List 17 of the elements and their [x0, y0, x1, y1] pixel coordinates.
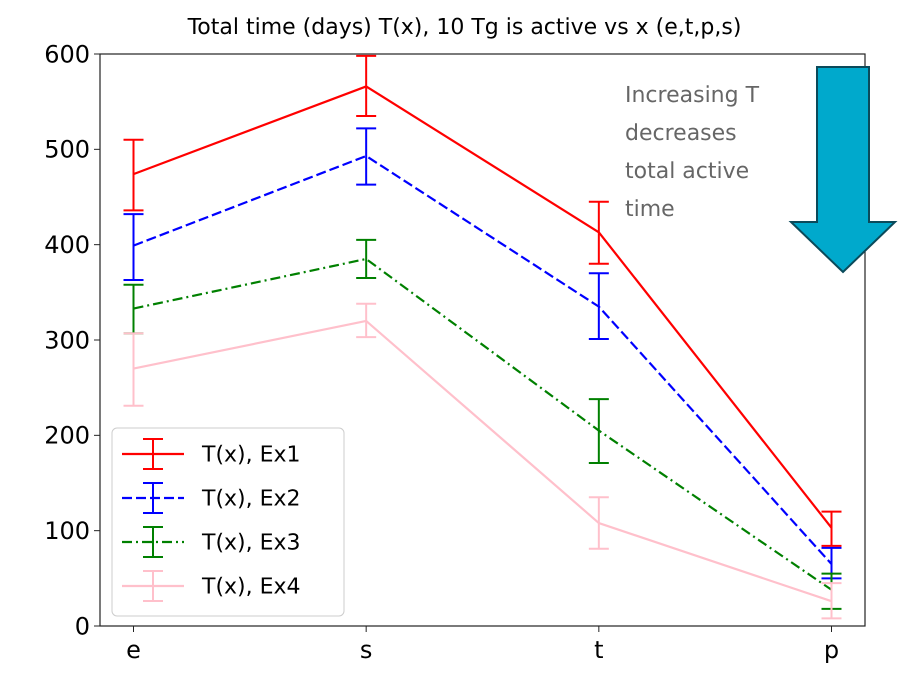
- x-tick-label: p: [824, 636, 840, 664]
- annotation: Increasing T decreases total active time: [625, 83, 760, 222]
- y-tick-label: 400: [44, 231, 90, 260]
- chart-title: Total time (days) T(x), 10 Tg is active vs x (e,t,p,s): [186, 15, 742, 40]
- y-tick-label: 100: [44, 517, 90, 546]
- y-tick-label: 300: [44, 326, 90, 354]
- legend-label: T(x), Ex2: [201, 486, 301, 512]
- y-tick-label: 0: [74, 612, 90, 640]
- y-tick-label: 500: [44, 136, 90, 164]
- legend-label: T(x), Ex1: [201, 442, 301, 468]
- x-tick-label: s: [360, 636, 372, 664]
- x-tick-label: t: [594, 636, 604, 664]
- y-tick-label: 200: [44, 422, 90, 450]
- x-tick-label: e: [126, 636, 141, 664]
- legend-label: T(x), Ex3: [201, 530, 301, 556]
- y-tick-label: 600: [44, 40, 90, 68]
- legend-label: T(x), Ex4: [201, 574, 301, 600]
